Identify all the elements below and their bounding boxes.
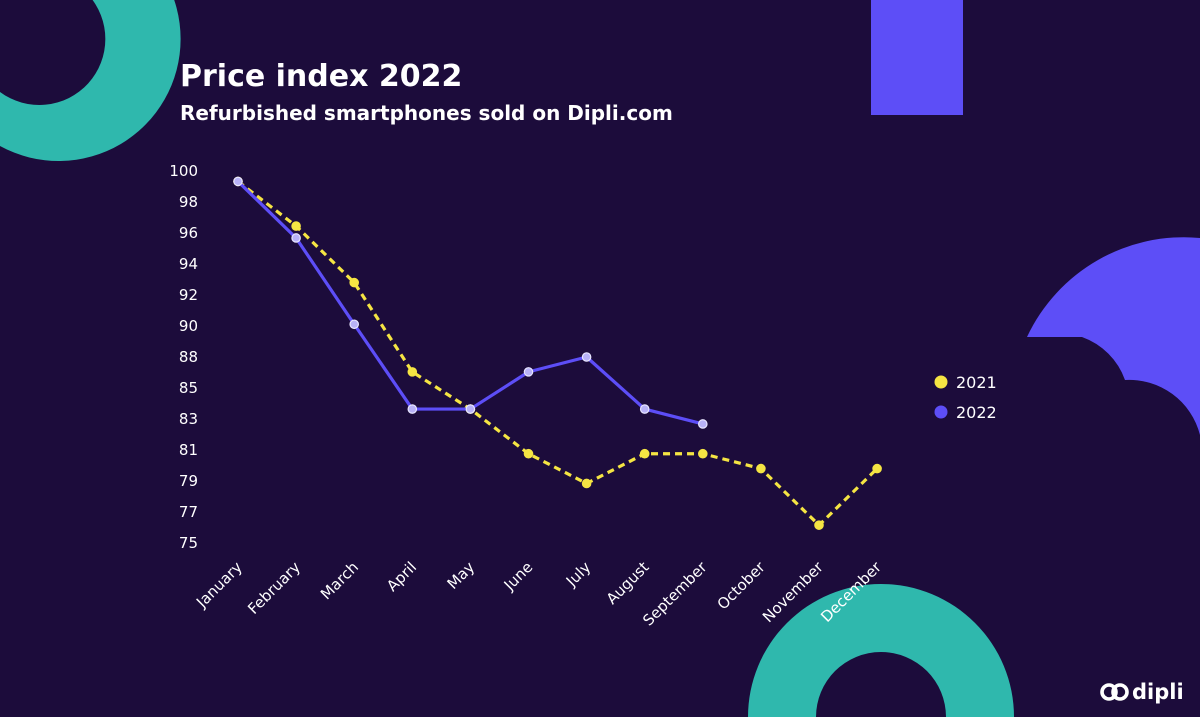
data-point-2022 — [233, 176, 243, 187]
link-loop-icon — [1100, 683, 1129, 701]
chart-subtitle: Refurbished smartphones sold on Dipli.co… — [180, 101, 673, 125]
data-point-2021 — [872, 463, 882, 474]
y-tick-label: 81 — [179, 441, 198, 459]
x-tick-label: April — [383, 558, 420, 595]
legend-marker-2022 — [934, 405, 948, 419]
x-tick-label: May — [444, 558, 479, 593]
purple-arc-right-decoration — [1027, 237, 1200, 435]
data-point-2021 — [697, 448, 708, 459]
y-tick-label: 98 — [179, 193, 198, 211]
legend-label-2021: 2021 — [956, 373, 997, 392]
data-point-2022 — [407, 404, 418, 414]
legend-marker-2021 — [934, 375, 948, 389]
data-point-2022 — [349, 319, 359, 330]
chart-title: Price index 2022 — [180, 59, 462, 94]
x-tick-label: September — [639, 558, 711, 630]
data-point-2021 — [581, 478, 592, 489]
data-point-2021 — [523, 448, 534, 459]
data-point-2021 — [639, 448, 650, 459]
data-point-2021 — [756, 463, 766, 474]
y-tick-label: 88 — [179, 348, 198, 366]
data-point-2022 — [581, 352, 592, 362]
y-tick-label: 92 — [179, 286, 198, 304]
x-tick-label: October — [714, 558, 770, 614]
y-tick-label: 83 — [179, 410, 198, 428]
data-point-2021 — [291, 221, 301, 231]
series-line-2022 — [236, 180, 704, 426]
y-axis: 100 98 96 94 92 90 88 85 83 81 79 77 75 — [169, 162, 198, 552]
data-point-2022 — [639, 404, 650, 414]
y-tick-label: 100 — [169, 162, 198, 180]
legend-label-2022: 2022 — [956, 403, 997, 422]
y-tick-label: 77 — [179, 503, 198, 521]
y-tick-label: 96 — [179, 224, 198, 242]
x-tick-label: August — [603, 558, 653, 608]
y-tick-label: 90 — [179, 317, 198, 335]
x-tick-label: June — [500, 558, 537, 595]
y-tick-label: 94 — [179, 255, 198, 273]
teal-arc-bottom-decoration — [748, 584, 1014, 717]
data-point-2021 — [814, 520, 824, 530]
x-tick-label: January — [192, 558, 246, 612]
legend: 2021 2022 — [934, 373, 997, 422]
series-2022 — [233, 176, 708, 429]
teal-ring-top-left-decoration — [0, 0, 181, 161]
data-point-2022 — [523, 367, 534, 377]
y-tick-label: 75 — [179, 534, 198, 552]
data-point-2022 — [465, 404, 476, 414]
data-point-2022 — [697, 419, 708, 429]
series-layer — [233, 176, 882, 530]
series-2021 — [233, 176, 882, 530]
y-tick-label: 85 — [179, 379, 198, 397]
data-point-2021 — [407, 367, 418, 377]
y-tick-label: 79 — [179, 472, 198, 490]
data-point-2022 — [291, 233, 301, 243]
x-tick-label: March — [317, 558, 362, 603]
data-point-2021 — [349, 277, 359, 288]
logo-text: dipli — [1132, 680, 1184, 704]
x-tick-label: July — [562, 558, 595, 591]
dipli-logo: dipli — [1100, 680, 1184, 704]
purple-bar-top-decoration — [871, 0, 963, 115]
series-line-2021 — [237, 180, 879, 527]
x-tick-label: February — [244, 558, 304, 618]
